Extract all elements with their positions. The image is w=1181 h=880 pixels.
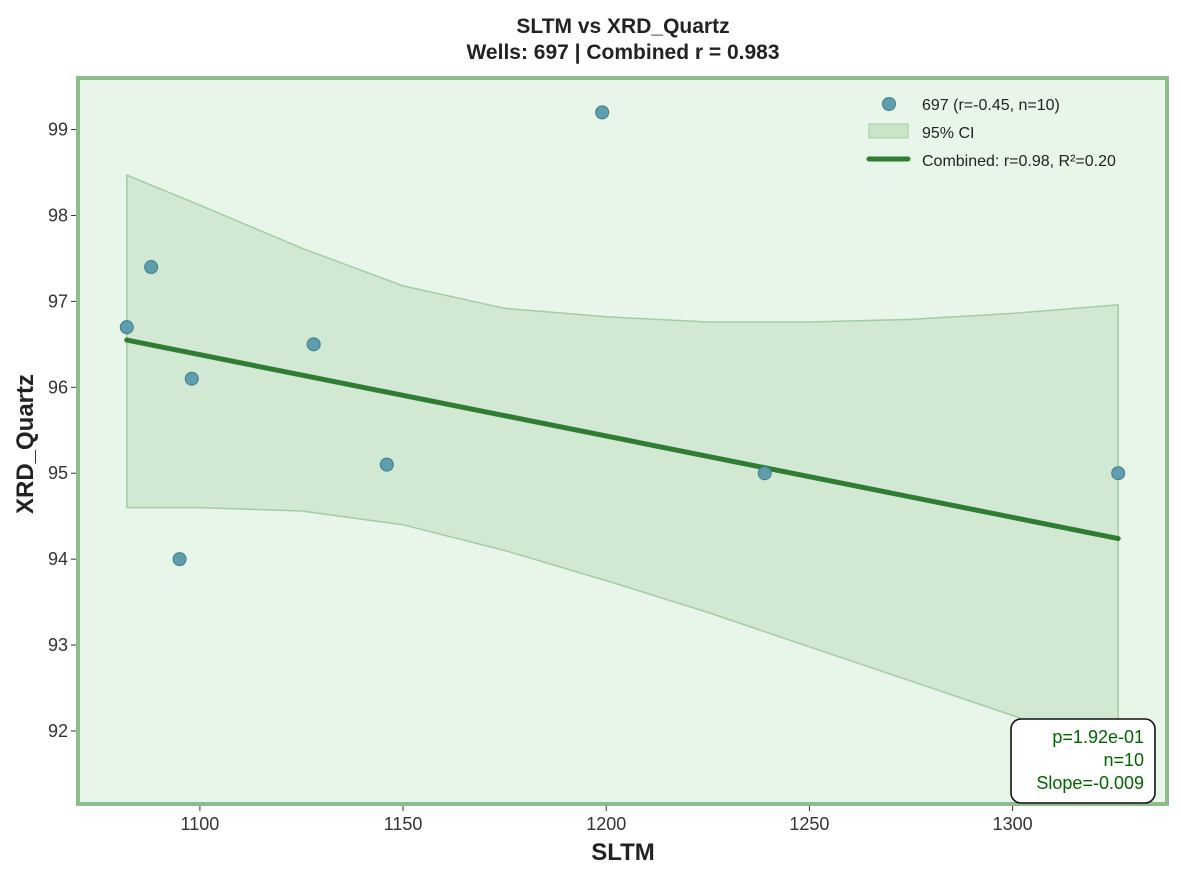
x-tick-label: 1250 xyxy=(789,814,829,834)
stats-box: p=1.92e-01 n=10 Slope=-0.009 xyxy=(1010,718,1156,804)
chart-title: SLTM vs XRD_Quartz xyxy=(516,15,729,38)
y-tick-label: 93 xyxy=(48,635,68,655)
x-axis-ticks: 1100 1150 1200 1250 1300 xyxy=(181,806,1033,834)
y-tick-label: 95 xyxy=(48,463,68,483)
legend: 697 (r=-0.45, n=10) 95% CI Combined: r=0… xyxy=(866,97,1116,170)
stats-slope: Slope=-0.009 xyxy=(1036,773,1144,793)
stats-n: n=10 xyxy=(1103,750,1144,770)
data-point xyxy=(184,371,199,386)
data-point xyxy=(595,105,610,120)
legend-marker-scatter xyxy=(882,97,896,111)
y-tick-label: 97 xyxy=(48,291,68,311)
y-tick-label: 99 xyxy=(48,120,68,140)
data-point xyxy=(144,260,159,275)
x-tick-label: 1300 xyxy=(993,814,1033,834)
data-point xyxy=(1111,466,1126,481)
chart-subtitle: Wells: 697 | Combined r = 0.983 xyxy=(466,41,779,64)
legend-label-scatter: 697 (r=-0.45, n=10) xyxy=(922,97,1060,114)
y-axis-ticks: 92 93 94 95 96 97 98 99 xyxy=(48,120,76,741)
stats-p-value: p=1.92e-01 xyxy=(1052,727,1144,747)
data-point xyxy=(119,320,134,335)
y-axis-label: XRD_Quartz xyxy=(12,374,39,514)
stats-box-frame xyxy=(1010,718,1156,804)
x-tick-label: 1200 xyxy=(586,814,626,834)
data-point xyxy=(172,552,187,567)
data-point xyxy=(757,466,772,481)
x-axis-label: SLTM xyxy=(591,839,655,866)
fit-line-layer xyxy=(124,337,1121,542)
legend-label-fit: Combined: r=0.98, R²=0.20 xyxy=(922,153,1116,170)
data-point xyxy=(306,337,321,352)
fit-line xyxy=(124,337,1121,542)
y-tick-label: 96 xyxy=(48,377,68,397)
data-point xyxy=(379,457,394,472)
legend-label-ci: 95% CI xyxy=(922,125,974,142)
x-tick-label: 1100 xyxy=(181,814,220,834)
y-tick-label: 98 xyxy=(48,205,68,225)
scatter-points-layer xyxy=(119,105,1126,567)
y-tick-label: 94 xyxy=(48,549,68,569)
legend-swatch-ci xyxy=(868,123,909,139)
y-tick-label: 92 xyxy=(48,721,68,741)
plot-frame xyxy=(76,76,1169,806)
x-tick-label: 1150 xyxy=(384,814,423,834)
